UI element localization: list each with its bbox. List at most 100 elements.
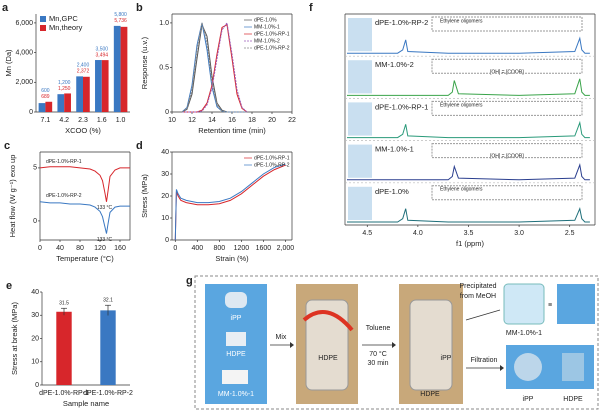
annotation: 133 °C [97, 237, 113, 243]
legend-swatch [40, 16, 46, 22]
bar [76, 76, 83, 112]
label: MM-1.0%-1 [506, 330, 542, 337]
legend-label: dPE-1.0%-RP-1 [254, 31, 290, 37]
spectrum [347, 163, 590, 181]
x-tick-label: 0 [38, 245, 42, 252]
label: Filtration [471, 357, 498, 364]
sample [226, 332, 246, 346]
label: ≡ [548, 302, 552, 309]
x-tick-label: 2.3 [78, 117, 88, 124]
y-axis-label: Mn (Da) [4, 49, 13, 77]
bar [95, 60, 102, 112]
series-label: MM-1.0%-2 [375, 60, 414, 69]
panel-letter: a [2, 2, 9, 14]
y-tick-label: 6,000 [15, 20, 33, 27]
panel-letter: g [186, 275, 193, 287]
photo [348, 186, 372, 220]
label: Mix [276, 334, 287, 341]
y-tick-label: 0 [33, 218, 37, 225]
x-tick-label: 4.5 [362, 230, 372, 237]
legend-label: dPE-1.0% [254, 17, 277, 23]
x-axis-label: Retention time (min) [198, 126, 266, 135]
data-label: 689 [41, 94, 50, 100]
x-tick-label: 1.0 [116, 117, 126, 124]
bar [83, 76, 90, 112]
series-label: MM-1.0%-1 [375, 145, 414, 154]
y-tick-label: 0 [165, 109, 169, 116]
x-tick-label: dPE-1.0%-RP-2 [83, 390, 133, 397]
series-label: dPE-1.0% [375, 187, 409, 196]
sample [562, 353, 584, 381]
arrowhead [290, 342, 294, 348]
spectrum [347, 120, 590, 139]
x-tick-label: 1600 [256, 245, 272, 252]
y-tick-label: 30 [161, 171, 169, 178]
bar [56, 311, 72, 385]
x-axis-label: f1 (ppm) [456, 239, 484, 248]
y-tick-label: 0 [35, 382, 39, 389]
photo [348, 144, 372, 178]
line-series [39, 201, 130, 234]
flask [305, 299, 349, 391]
structure-box [431, 185, 583, 201]
data-label: 5,800 [114, 12, 127, 18]
x-tick-label: 1200 [234, 245, 250, 252]
legend-label: Mn,GPC [49, 14, 78, 23]
y-tick-label: 10 [161, 215, 169, 222]
data-label: 5,736 [114, 18, 127, 24]
line-series [39, 166, 130, 202]
label: iPP [231, 315, 242, 322]
bar [120, 26, 128, 113]
line-series [181, 22, 247, 113]
structure-label: Ethylene oligomers [440, 18, 483, 24]
x-tick-label: 0 [173, 245, 177, 252]
data-label: 600 [41, 88, 50, 94]
x-tick-label: 800 [213, 245, 225, 252]
x-tick-label: 20 [268, 117, 276, 124]
line-series [182, 21, 248, 113]
x-tick-label: 2,000 [277, 245, 295, 252]
x-axis-label: Strain (%) [215, 254, 249, 263]
photo [348, 18, 372, 52]
bar [64, 93, 71, 112]
x-tick-label: 1.6 [97, 117, 107, 124]
y-tick-label: 4,000 [15, 49, 33, 56]
y-axis-label: Heat flow (W g⁻¹) exo up [8, 155, 17, 238]
label: MM-1.0%-1 [218, 391, 254, 398]
x-tick-label: 2.5 [565, 230, 575, 237]
x-tick-label: 14 [208, 117, 216, 124]
label: from MeOH [460, 293, 496, 300]
legend-label: Mn,theory [49, 23, 83, 32]
x-tick-label: 10 [168, 117, 176, 124]
photo [557, 284, 595, 324]
line-series [174, 164, 286, 241]
x-tick-label: 3.0 [514, 230, 524, 237]
annotation: 133 °C [97, 205, 113, 211]
y-tick-label: 40 [31, 289, 39, 296]
data-label: 2,400 [77, 63, 90, 69]
y-axis-label: Stress at break (MPa) [10, 302, 19, 375]
label: iPP [441, 355, 452, 362]
y-axis-label: Stress (MPa) [140, 174, 149, 218]
y-tick-label: 30 [31, 312, 39, 319]
structure-label: [OH] = [COOR] [490, 153, 524, 159]
y-tick-label: 40 [161, 149, 169, 156]
panel-letter: f [309, 2, 313, 14]
arrowhead [500, 365, 504, 371]
line-series [174, 163, 286, 241]
arrow [465, 309, 501, 321]
y-tick-label: 1.0 [159, 20, 169, 27]
x-tick-label: 4.2 [59, 117, 69, 124]
panel-frame [194, 275, 599, 410]
panel-letter: d [136, 140, 143, 152]
y-tick-label: 0 [165, 237, 169, 244]
photo [348, 60, 372, 94]
x-tick-label: 4.0 [413, 230, 423, 237]
legend-label: MM-1.0%-1 [254, 24, 280, 30]
label: Precipitated [460, 283, 497, 290]
photo [348, 102, 372, 136]
y-tick-label: 0 [29, 109, 33, 116]
y-tick-label: 10 [31, 359, 39, 366]
x-tick-label: 18 [248, 117, 256, 124]
